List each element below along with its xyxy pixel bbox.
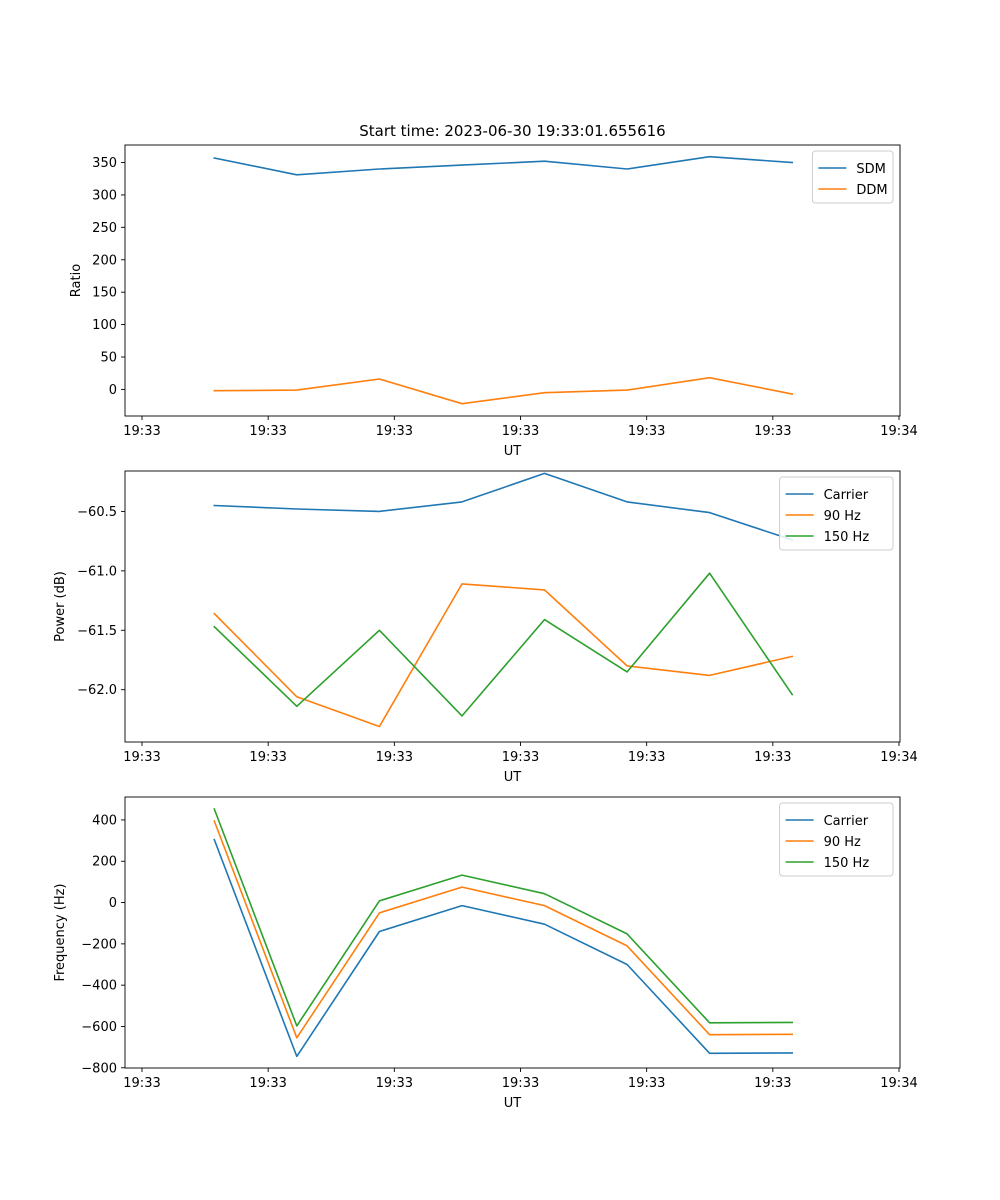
legend: Carrier 90 Hz 150 Hz [779, 802, 894, 877]
y-tick-label: −61.5 [77, 624, 117, 639]
y-axis-label: Ratio [69, 264, 84, 297]
x-tick-label: 19:33 [123, 1076, 160, 1091]
x-tick-label: 19:33 [123, 424, 160, 439]
x-axis-label: UT [504, 770, 522, 785]
x-tick-label: 19:33 [628, 1076, 665, 1091]
x-tick-label: 19:33 [502, 750, 539, 765]
x-tick-label: 19:33 [754, 424, 791, 439]
y-tick-label: −60.5 [77, 505, 117, 520]
y-tick-label: −400 [81, 979, 117, 994]
x-tick-label: 19:33 [754, 1076, 791, 1091]
x-tick-label: 19:33 [754, 750, 791, 765]
axes-frame [124, 796, 901, 1069]
series-line-90-hz [213, 583, 794, 728]
x-tick-label: 19:33 [249, 750, 286, 765]
y-tick-label: 250 [92, 221, 117, 236]
x-tick-label: 19:33 [249, 424, 286, 439]
series-line-sdm [213, 155, 794, 176]
series-line-90-hz [213, 819, 794, 1039]
y-tick-label: −800 [81, 1061, 117, 1076]
ratio-panel: 19:33 19:33 19:33 19:33 19:33 19:33 19:34 0 50 10… [69, 144, 918, 459]
y-tick-label: −61.0 [77, 564, 117, 579]
x-tick-label: 19:33 [376, 750, 413, 765]
legend-box [779, 476, 894, 551]
y-tick-label: 300 [92, 188, 117, 203]
legend-label: 150 Hz [824, 530, 870, 545]
legend-label: 90 Hz [824, 509, 861, 524]
x-tick-label: 19:34 [880, 1076, 917, 1091]
legend-label: Carrier [824, 488, 869, 503]
y-tick-label: 400 [92, 813, 117, 828]
x-tick-label: 19:33 [628, 424, 665, 439]
axes-frame [124, 144, 901, 417]
y-axis-label: Power (dB) [53, 571, 68, 642]
series-line-150-hz [213, 572, 794, 717]
y-tick-label: 200 [92, 253, 117, 268]
x-tick-label: 19:34 [880, 424, 917, 439]
legend: Carrier 90 Hz 150 Hz [779, 476, 894, 551]
y-tick-label: 150 [92, 286, 117, 301]
y-tick-label: −600 [81, 1020, 117, 1035]
figure-title: Start time: 2023-06-30 19:33:01.655616 [359, 122, 665, 140]
frequency-panel: 19:33 19:33 19:33 19:33 19:33 19:33 19:34 −800 −… [53, 796, 918, 1111]
legend: SDM DDM [811, 150, 894, 204]
x-tick-label: 19:33 [249, 1076, 286, 1091]
x-tick-label: 19:33 [502, 1076, 539, 1091]
x-axis-label: UT [504, 444, 522, 459]
y-tick-label: 50 [100, 351, 117, 366]
legend-label: DDM [856, 183, 887, 198]
legend-label: 150 Hz [824, 856, 870, 871]
y-tick-label: −200 [81, 937, 117, 952]
legend-box [779, 802, 894, 877]
series-line-carrier [213, 472, 794, 541]
x-tick-label: 19:33 [123, 750, 160, 765]
series-line-carrier [213, 838, 794, 1058]
y-axis-label: Frequency (Hz) [53, 883, 68, 981]
y-tick-label: 350 [92, 156, 117, 171]
legend-box [811, 150, 894, 204]
y-tick-label: 200 [92, 855, 117, 870]
y-tick-label: 0 [109, 896, 117, 911]
y-tick-label: −62.0 [77, 683, 117, 698]
x-axis-label: UT [504, 1096, 522, 1111]
series-line-150-hz [213, 807, 794, 1027]
y-tick-label: 100 [92, 318, 117, 333]
x-tick-label: 19:34 [880, 750, 917, 765]
legend-label: Carrier [824, 814, 869, 829]
legend-label: SDM [856, 162, 885, 177]
axes-frame [124, 470, 901, 743]
legend-label: 90 Hz [824, 835, 861, 850]
y-tick-label: 0 [109, 383, 117, 398]
x-tick-label: 19:33 [502, 424, 539, 439]
x-tick-label: 19:33 [376, 1076, 413, 1091]
x-tick-label: 19:33 [376, 424, 413, 439]
power-panel: 19:33 19:33 19:33 19:33 19:33 19:33 19:34 −62.0… [53, 470, 918, 785]
series-line-ddm [213, 376, 794, 405]
x-tick-label: 19:33 [628, 750, 665, 765]
